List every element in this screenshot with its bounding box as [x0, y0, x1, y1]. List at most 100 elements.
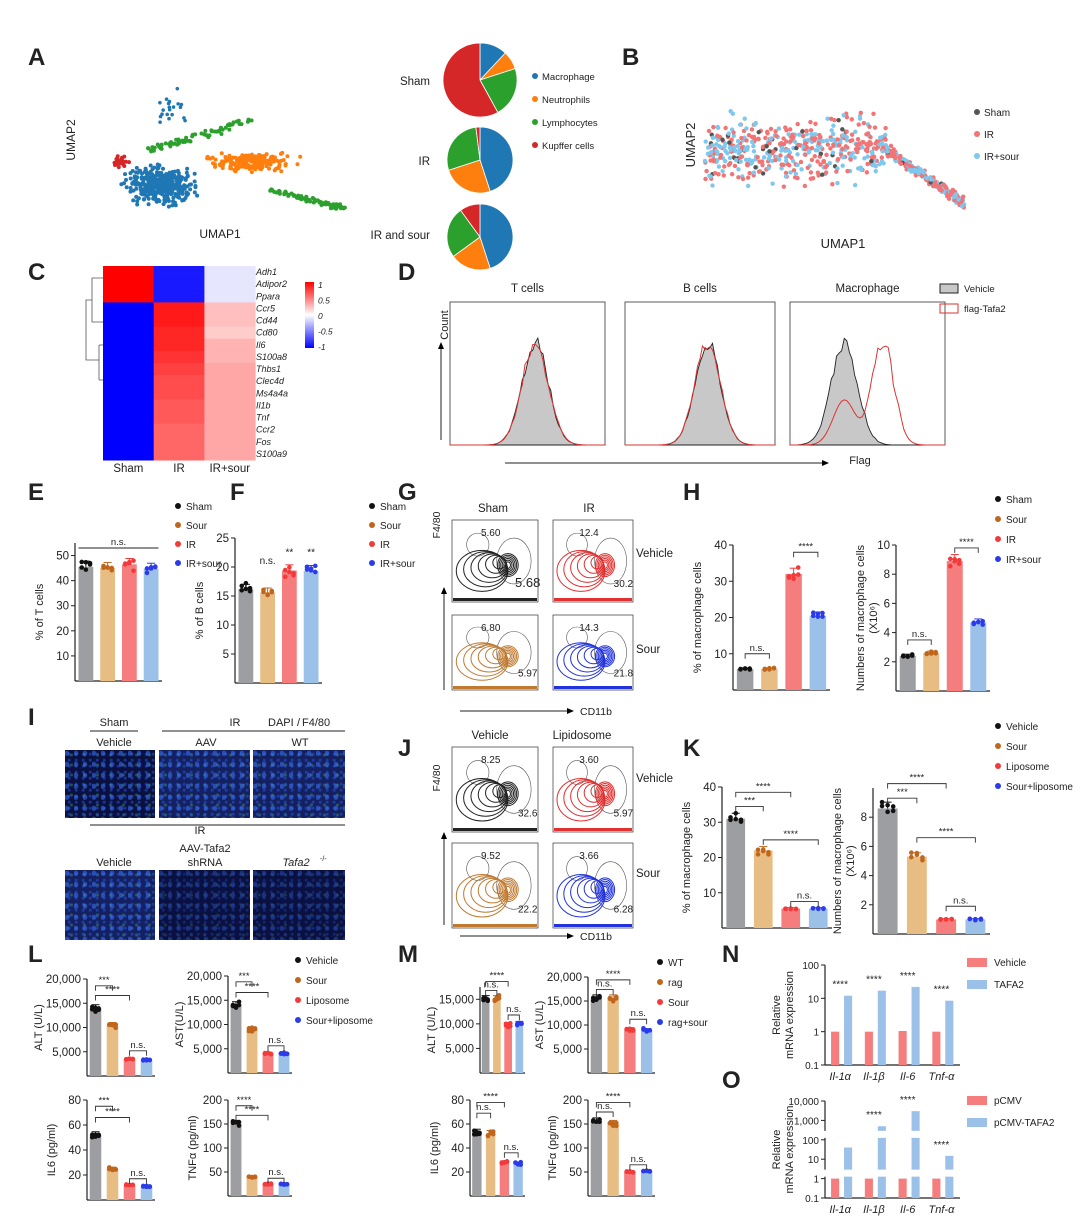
- data-point: [312, 569, 318, 575]
- significance-bracket: [916, 837, 976, 843]
- umap-point: [897, 155, 902, 161]
- bar-rag-sour: [515, 1023, 524, 1073]
- bar-pcmv-tafa2: [877, 1126, 886, 1198]
- significance-bracket: [476, 1112, 492, 1119]
- umap-point: [268, 162, 273, 167]
- umap-point: [128, 186, 133, 191]
- data-point: [771, 665, 777, 671]
- flow-plot: [451, 746, 539, 833]
- colorbar-tick: 0.5: [318, 296, 330, 306]
- legend-dot: [369, 541, 375, 547]
- heatmap-column-label: Sham: [113, 463, 143, 475]
- umap-point: [824, 152, 829, 158]
- umap-point: [211, 161, 216, 166]
- umap-point: [164, 192, 169, 197]
- umap-point: [784, 127, 789, 133]
- panel-letter-N: N: [722, 941, 739, 968]
- y-tick-label: 100: [802, 1136, 819, 1147]
- umap-point: [164, 186, 169, 191]
- legend-dot: [995, 783, 1001, 789]
- umap-point: [705, 151, 711, 157]
- flow-gate-percent: 12.4: [579, 528, 599, 539]
- significance-bracket: [790, 901, 819, 907]
- y-tick-label: 6: [861, 841, 867, 853]
- umap-point: [805, 137, 811, 143]
- heatmap-cell: [153, 290, 205, 303]
- umap-point: [879, 140, 885, 145]
- legend-label: Sour: [1006, 742, 1028, 753]
- bar-sour-liposome: [965, 919, 986, 934]
- umap-point: [865, 161, 870, 167]
- umap-point: [727, 155, 733, 161]
- heatmap-cell: [153, 363, 205, 376]
- flow-gate: [496, 765, 532, 814]
- heatmap-column-label: IR+sour: [209, 463, 250, 475]
- arrowhead: [441, 587, 447, 594]
- legend-label: IR: [984, 130, 994, 141]
- umap-point: [844, 129, 849, 134]
- umap-point: [187, 182, 192, 187]
- data-point: [246, 1026, 252, 1031]
- umap-point: [768, 136, 773, 141]
- heatmap-cell: [103, 338, 155, 352]
- bar-sour: [106, 1025, 119, 1076]
- significance-label: ****: [832, 980, 848, 991]
- significance-bracket: [595, 979, 631, 985]
- data-point: [788, 906, 794, 911]
- legend-label: Liposome: [306, 996, 350, 1007]
- umap-point: [744, 126, 749, 131]
- y-tick-label: 30: [56, 601, 69, 613]
- umap-point: [728, 147, 733, 153]
- umap-point: [271, 159, 276, 164]
- heatmap-cell: [153, 447, 205, 461]
- umap-point: [867, 124, 872, 129]
- bar-wt: [590, 998, 603, 1073]
- umap-point: [813, 121, 818, 127]
- data-point: [113, 1167, 119, 1172]
- umap-point: [951, 194, 957, 200]
- umap-point: [120, 158, 125, 163]
- y-tick-label: 60: [68, 1120, 81, 1132]
- significance-label: ***: [897, 787, 908, 798]
- y-tick-label: 150: [563, 1119, 582, 1131]
- flow-contour: [485, 554, 507, 574]
- bar-sour-liposome: [278, 1053, 290, 1073]
- umap-point: [172, 169, 177, 174]
- bar-wt: [481, 999, 490, 1073]
- legend-dot: [175, 541, 181, 547]
- umap-point: [786, 132, 791, 137]
- data-point: [312, 563, 318, 569]
- flow-plot: [552, 746, 634, 833]
- y-tick-label: 20,000: [187, 971, 222, 983]
- legend-label: Sour: [668, 998, 690, 1009]
- bar-sour: [923, 653, 940, 691]
- data-point: [786, 574, 792, 579]
- legend-label: Macrophage: [542, 72, 595, 83]
- histogram-title: Macrophage: [836, 283, 900, 295]
- umap-point: [853, 129, 858, 135]
- flow-axis-events: [554, 924, 632, 927]
- bar-ir-sour: [809, 615, 827, 690]
- y-tick-label: 6: [884, 598, 890, 610]
- umap-point: [745, 183, 751, 189]
- data-point: [282, 567, 288, 573]
- umap-point: [799, 167, 804, 172]
- flow-contour: [477, 553, 508, 579]
- flow-gate-percent: 5.68: [515, 575, 540, 590]
- flow-contour: [470, 876, 508, 909]
- legend-label: rag: [668, 978, 682, 989]
- umap-point: [702, 158, 708, 164]
- y-tick-label: 15,000: [187, 995, 222, 1007]
- data-point: [233, 1003, 239, 1009]
- umap-point: [855, 137, 861, 142]
- umap-point: [179, 102, 184, 107]
- flow-gate-percent: 22.2: [518, 905, 538, 916]
- flow-contour: [501, 558, 515, 573]
- umap-point: [145, 174, 150, 179]
- flow-axis-events: [453, 598, 537, 601]
- flow-plot: [552, 614, 634, 691]
- umap-point: [277, 189, 282, 194]
- significance-bracket: [907, 639, 932, 645]
- significance-label: **: [307, 547, 315, 558]
- y-tick-label: 0.1: [805, 1061, 819, 1072]
